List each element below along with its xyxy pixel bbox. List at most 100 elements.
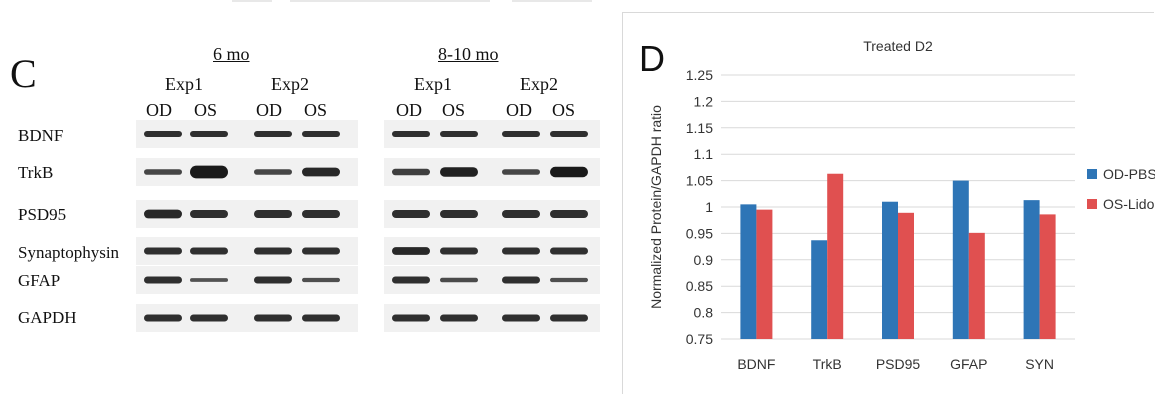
blot-band xyxy=(392,210,430,218)
legend-swatch xyxy=(1087,169,1097,179)
blot-band xyxy=(302,277,340,283)
legend-label: OD-PBS xyxy=(1103,166,1155,182)
period-label-6mo: 6 mo xyxy=(213,44,250,64)
y-tick-label: 0.9 xyxy=(694,252,714,268)
lane-label-os: OS xyxy=(552,100,576,120)
legend-swatch xyxy=(1087,199,1097,209)
blot-band xyxy=(550,210,588,218)
protein-label-gapdh: GAPDH xyxy=(18,308,77,327)
bar-od-pbs-bdnf xyxy=(740,204,757,339)
panel-c-letter: C xyxy=(10,51,37,96)
y-tick-label: 0.8 xyxy=(694,305,714,321)
bar-chart: 0.75 0.8 0.85 0.9 0.95 1 1.05 1.1 1.15 1.2 1.25 Tre… xyxy=(648,38,1155,372)
blot-band xyxy=(392,276,430,284)
lane-label-os: OS xyxy=(304,100,328,120)
lane-label-od: OD xyxy=(256,100,282,120)
blot-band xyxy=(440,131,478,137)
blot-band xyxy=(550,131,588,137)
blot-band xyxy=(144,209,182,219)
blot-band xyxy=(254,131,292,137)
blot-band xyxy=(440,210,478,218)
blot-band xyxy=(254,210,292,218)
protein-label-psd95: PSD95 xyxy=(18,205,67,224)
blot-band xyxy=(440,277,478,283)
x-tick-label: GFAP xyxy=(950,356,987,372)
y-tick-label: 1.25 xyxy=(686,67,713,83)
lane-label-od: OD xyxy=(396,100,422,120)
y-tick-label: 1.2 xyxy=(694,93,714,109)
y-tick-label: 1 xyxy=(705,199,713,215)
blot-band xyxy=(392,314,430,322)
blot-band xyxy=(502,276,540,284)
blot-band xyxy=(144,314,182,322)
y-tick-label: 1.05 xyxy=(686,173,713,189)
blot-band xyxy=(550,277,588,283)
blot-band xyxy=(550,314,588,322)
blot-band xyxy=(144,276,182,284)
x-tick-label: TrkB xyxy=(813,356,842,372)
blot-band xyxy=(392,247,430,255)
blot-band xyxy=(302,131,340,137)
panel-c-western-blot: C 6 mo 8-10 mo Exp1 Exp2 Exp1 Exp2 OD OS… xyxy=(10,44,600,332)
lane-label-od: OD xyxy=(146,100,172,120)
blot-band xyxy=(440,314,478,322)
y-axis-label: Normalized Protein/GAPDH ratio xyxy=(648,105,664,309)
blot-band xyxy=(502,314,540,322)
exp-label-6mo-exp1: Exp1 xyxy=(165,74,203,94)
exp-label-8mo-exp1: Exp1 xyxy=(414,74,452,94)
y-tick-label: 0.95 xyxy=(686,225,713,241)
blot-band xyxy=(190,131,228,137)
bar-os-lido-trkb xyxy=(827,173,844,339)
blot-band xyxy=(392,131,430,137)
period-label-8-10mo: 8-10 mo xyxy=(438,44,499,64)
top-edge-line-2 xyxy=(290,0,490,2)
blot-band xyxy=(302,314,340,322)
blot-band xyxy=(190,165,228,179)
blot-band xyxy=(254,276,292,284)
lane-label-od: OD xyxy=(506,100,532,120)
blot-band xyxy=(190,210,228,218)
top-edge-line-1 xyxy=(232,0,272,2)
blot-band xyxy=(254,314,292,322)
exp-label-6mo-exp2: Exp2 xyxy=(271,74,309,94)
blot-band xyxy=(190,278,228,282)
lane-label-os: OS xyxy=(442,100,466,120)
bar-os-lido-bdnf xyxy=(756,209,773,339)
bar-od-pbs-gfap xyxy=(952,180,969,339)
bar-od-pbs-psd95 xyxy=(882,201,898,339)
blot-band xyxy=(550,166,588,178)
blot-band xyxy=(302,247,340,255)
blot-band xyxy=(190,247,228,255)
top-edge-line-3 xyxy=(512,0,592,2)
bar-od-pbs-trkb xyxy=(811,240,828,339)
blot-band xyxy=(502,247,540,255)
blot-band xyxy=(550,247,588,255)
y-tick-label: 0.75 xyxy=(686,331,713,347)
protein-label-bdnf: BDNF xyxy=(18,126,64,145)
y-tick-label: 1.15 xyxy=(686,120,713,136)
lane-label-os: OS xyxy=(194,100,218,120)
blot-band xyxy=(254,169,292,175)
panel-d-chart-frame: D 0.75 0.8 0.85 0.9 0.95 1 1.05 1.1 1.15 1.2 1.25 T… xyxy=(622,12,1155,394)
blot-band xyxy=(502,169,540,175)
blot-image xyxy=(136,120,600,332)
blot-band xyxy=(190,314,228,322)
bar-od-pbs-syn xyxy=(1023,200,1040,339)
blot-band xyxy=(144,169,182,175)
x-tick-label: BDNF xyxy=(737,356,775,372)
blot-band xyxy=(440,167,478,177)
protein-label-trkb: TrkB xyxy=(18,163,54,182)
blot-band xyxy=(502,210,540,218)
legend-label: OS-Lido xyxy=(1103,196,1155,212)
blot-band xyxy=(302,210,340,218)
blot-band xyxy=(502,131,540,137)
protein-label-synaptophysin: Synaptophysin xyxy=(18,243,120,262)
exp-label-8mo-exp2: Exp2 xyxy=(520,74,558,94)
protein-label-gfap: GFAP xyxy=(18,271,61,290)
blot-band xyxy=(302,167,340,177)
blot-band xyxy=(144,247,182,255)
bar-os-lido-gfap xyxy=(968,232,985,339)
x-tick-label: PSD95 xyxy=(876,356,921,372)
blot-band xyxy=(440,247,478,255)
bar-os-lido-syn xyxy=(1039,214,1056,339)
